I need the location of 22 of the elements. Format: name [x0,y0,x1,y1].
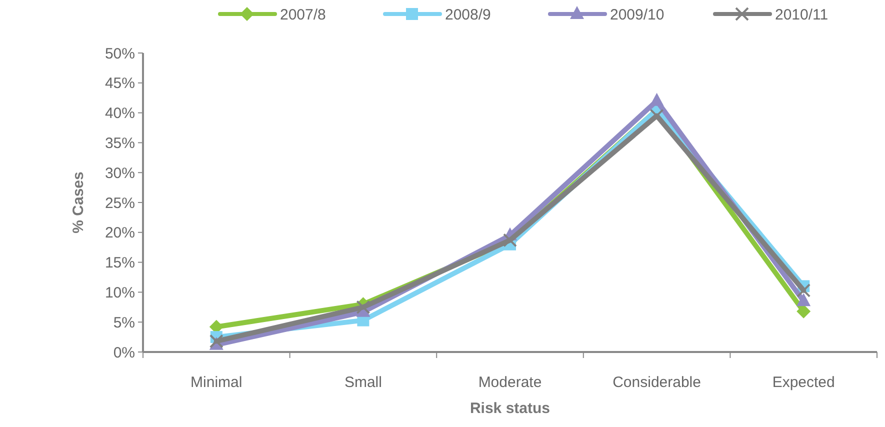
y-tick-label: 15% [104,254,135,272]
legend-label: 2009/10 [610,6,664,24]
y-tick-label: 40% [104,105,135,122]
y-tick-label: 30% [104,164,135,182]
y-tick-label: 5% [113,314,135,332]
y-tick-label: 35% [104,134,135,152]
x-tick-label: Expected [772,374,835,391]
x-axis-title: Risk status [470,400,550,417]
y-tick-label: 20% [104,224,135,242]
x-tick-label: Small [344,374,382,391]
y-axis-title: % Cases [70,172,87,234]
y-tick-label: 0% [113,344,135,362]
y-tick-label: 50% [104,45,135,62]
legend-label: 2010/11 [775,6,828,24]
y-tick-label: 45% [104,75,135,92]
legend-label: 2008/9 [445,6,491,24]
x-tick-label: Considerable [612,374,701,391]
y-tick-label: 10% [104,284,135,302]
y-tick-label: 25% [104,194,135,212]
legend-label: 2007/8 [280,6,326,24]
x-tick-label: Moderate [478,374,542,391]
x-tick-label: Minimal [190,374,242,391]
